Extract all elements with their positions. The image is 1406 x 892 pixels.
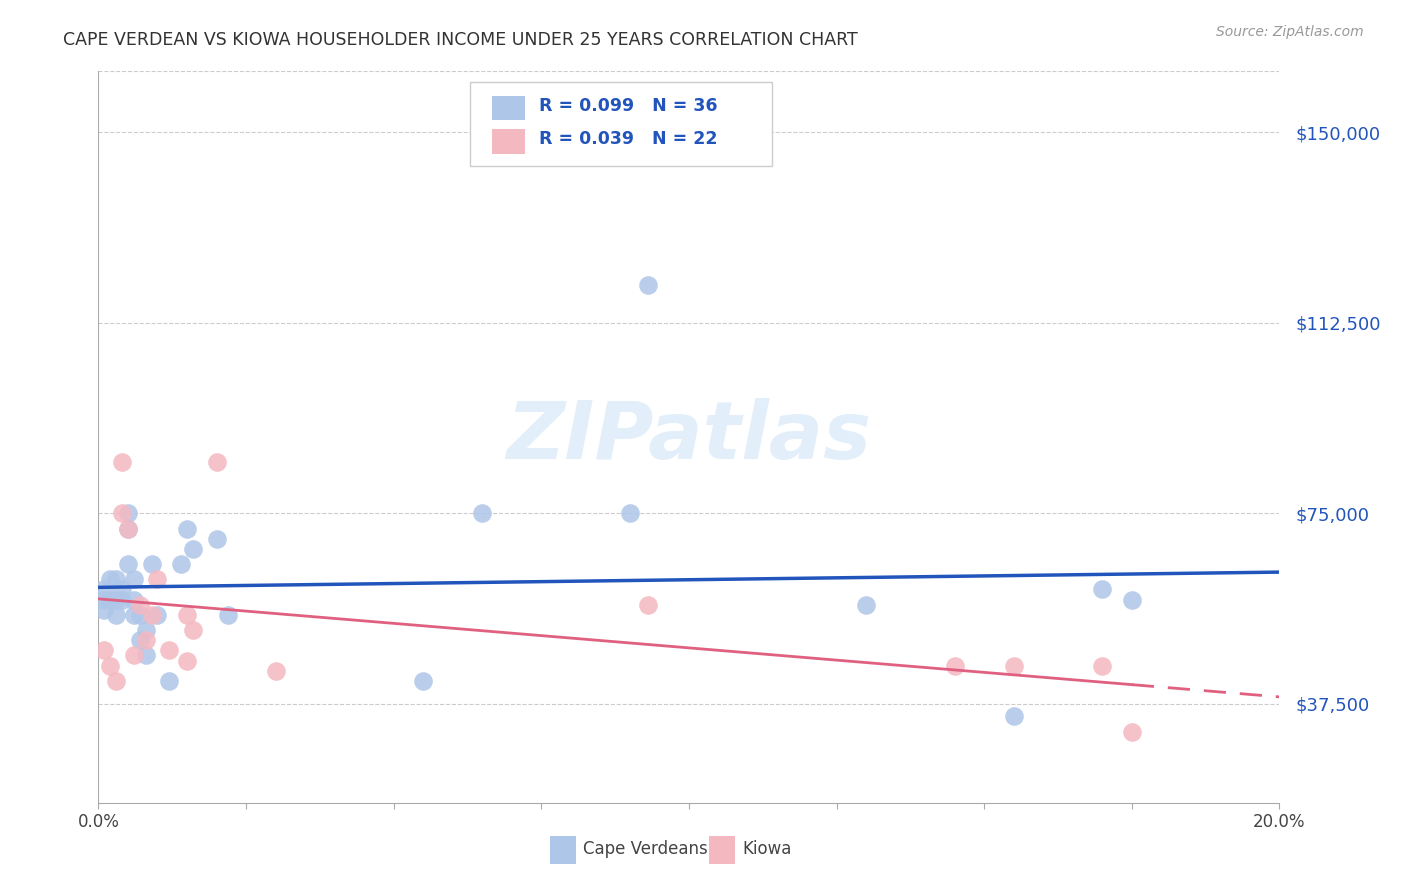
FancyBboxPatch shape bbox=[492, 129, 524, 154]
Point bbox=[135, 623, 157, 637]
Point bbox=[157, 643, 180, 657]
Text: ZIPatlas: ZIPatlas bbox=[506, 398, 872, 476]
Point bbox=[181, 623, 204, 637]
Point bbox=[217, 607, 239, 622]
Point bbox=[1121, 592, 1143, 607]
Point bbox=[128, 598, 150, 612]
Point bbox=[157, 673, 180, 688]
Text: Kiowa: Kiowa bbox=[742, 840, 792, 858]
Point bbox=[111, 592, 134, 607]
Point bbox=[117, 521, 139, 535]
Point bbox=[98, 572, 121, 586]
Point bbox=[105, 592, 128, 607]
Point bbox=[855, 598, 877, 612]
Point bbox=[141, 557, 163, 571]
Text: Cape Verdeans: Cape Verdeans bbox=[582, 840, 707, 858]
Point bbox=[170, 557, 193, 571]
Point bbox=[943, 658, 966, 673]
Point bbox=[135, 633, 157, 648]
Text: CAPE VERDEAN VS KIOWA HOUSEHOLDER INCOME UNDER 25 YEARS CORRELATION CHART: CAPE VERDEAN VS KIOWA HOUSEHOLDER INCOME… bbox=[63, 31, 858, 49]
Point bbox=[111, 455, 134, 469]
Point bbox=[176, 607, 198, 622]
Point bbox=[122, 648, 145, 663]
Point bbox=[264, 664, 287, 678]
Point bbox=[128, 633, 150, 648]
Text: Source: ZipAtlas.com: Source: ZipAtlas.com bbox=[1216, 25, 1364, 39]
FancyBboxPatch shape bbox=[709, 836, 735, 863]
Point bbox=[93, 603, 115, 617]
Point bbox=[205, 455, 228, 469]
Point bbox=[93, 592, 115, 607]
Point bbox=[1121, 724, 1143, 739]
Point bbox=[111, 582, 134, 597]
Point bbox=[1091, 582, 1114, 597]
Point bbox=[93, 582, 115, 597]
FancyBboxPatch shape bbox=[550, 836, 575, 863]
Point bbox=[181, 541, 204, 556]
Point bbox=[471, 506, 494, 520]
Point bbox=[1091, 658, 1114, 673]
Point bbox=[1002, 658, 1025, 673]
Point bbox=[141, 607, 163, 622]
Point bbox=[412, 673, 434, 688]
Point bbox=[117, 506, 139, 520]
Point bbox=[176, 521, 198, 535]
Point bbox=[146, 607, 169, 622]
Point bbox=[637, 277, 659, 292]
Point bbox=[105, 607, 128, 622]
Point bbox=[619, 506, 641, 520]
Point bbox=[205, 532, 228, 546]
Point bbox=[1002, 709, 1025, 723]
Point bbox=[98, 592, 121, 607]
Point bbox=[128, 607, 150, 622]
Point bbox=[105, 572, 128, 586]
Point bbox=[122, 592, 145, 607]
FancyBboxPatch shape bbox=[492, 95, 524, 120]
Point bbox=[135, 648, 157, 663]
Point bbox=[93, 643, 115, 657]
Point bbox=[122, 572, 145, 586]
Text: R = 0.039   N = 22: R = 0.039 N = 22 bbox=[538, 130, 717, 148]
FancyBboxPatch shape bbox=[471, 82, 772, 167]
Text: R = 0.099   N = 36: R = 0.099 N = 36 bbox=[538, 96, 717, 115]
Point bbox=[176, 654, 198, 668]
Point bbox=[637, 598, 659, 612]
Point bbox=[105, 673, 128, 688]
Point bbox=[117, 521, 139, 535]
Point bbox=[146, 572, 169, 586]
Point bbox=[122, 607, 145, 622]
Point bbox=[117, 557, 139, 571]
Point bbox=[98, 658, 121, 673]
Point bbox=[111, 506, 134, 520]
